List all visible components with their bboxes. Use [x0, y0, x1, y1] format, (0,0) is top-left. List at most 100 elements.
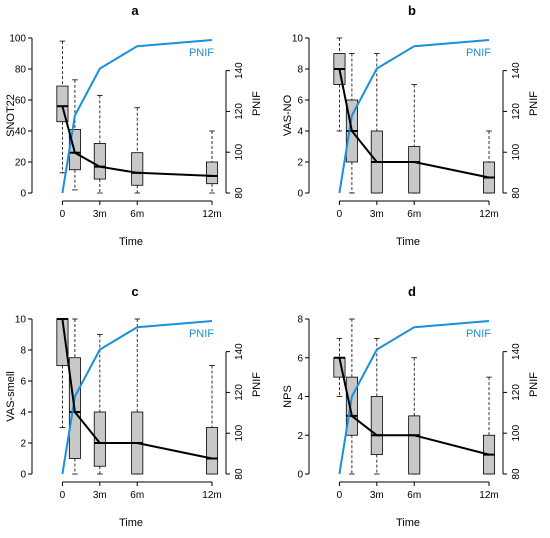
y-axis-label: NPS	[282, 385, 294, 408]
right-y-tick-label: 120	[511, 384, 522, 401]
box-iqr-rect	[56, 85, 69, 123]
panel-title: c	[131, 284, 138, 299]
left-y-tick-label: 4	[297, 127, 303, 138]
box-4	[483, 130, 496, 194]
x-tick-label: 0	[60, 490, 66, 501]
left-y-tick-label: 8	[297, 65, 303, 76]
box-3	[408, 357, 421, 475]
left-y-tick-label: 10	[292, 34, 304, 45]
right-y-tick-label: 100	[511, 143, 522, 160]
box-1	[345, 53, 358, 194]
box-iqr-rect	[370, 396, 383, 456]
panel-title: d	[408, 284, 416, 299]
box-4	[206, 130, 219, 194]
left-y-tick-label: 6	[20, 377, 26, 388]
pnif-legend-label: PNIF	[189, 47, 214, 59]
right-y-tick-label: 140	[511, 62, 522, 79]
x-tick-label: 6m	[407, 209, 421, 220]
box-iqr-rect	[345, 376, 358, 436]
panel-c: c 0 2 4 6 8 10 VAS-smell 80 100 120 140 PNIF 0 3m 6m 12m…	[5, 284, 263, 529]
right-y-tick-label: 100	[234, 424, 245, 441]
left-y-tick-label: 4	[20, 408, 26, 419]
box-3	[131, 318, 144, 475]
left-y-tick-label: 0	[20, 470, 26, 481]
x-axis-label: Time	[396, 517, 420, 529]
pnif-legend-label: PNIF	[466, 328, 491, 340]
median-series-line	[61, 318, 213, 460]
left-y-tick-label: 0	[297, 470, 303, 481]
x-tick-label: 6m	[130, 209, 144, 220]
box-3	[131, 107, 144, 194]
box-iqr-rect	[408, 146, 421, 194]
x-tick-label: 12m	[202, 209, 221, 220]
x-tick-label: 12m	[479, 209, 498, 220]
box-3	[408, 84, 421, 194]
x-tick-label: 3m	[370, 490, 384, 501]
x-tick-label: 3m	[93, 209, 107, 220]
median-series-line	[338, 68, 490, 179]
right-y-tick-label: 100	[511, 424, 522, 441]
box-iqr-rect	[408, 415, 421, 475]
right-y-tick-label: 80	[511, 468, 522, 480]
x-axis-label: Time	[119, 517, 143, 529]
left-y-tick-label: 0	[297, 189, 303, 200]
panel-title: b	[408, 3, 416, 18]
x-tick-label: 3m	[370, 209, 384, 220]
right-y-axis-label: PNIF	[251, 372, 263, 397]
x-tick-label: 12m	[479, 490, 498, 501]
right-y-tick-label: 80	[234, 468, 245, 480]
left-y-tick-label: 60	[15, 96, 27, 107]
y-axis-label: VAS-smell	[5, 371, 17, 422]
left-y-tick-label: 6	[297, 96, 303, 107]
x-tick-label: 0	[337, 209, 343, 220]
x-tick-label: 12m	[202, 490, 221, 501]
box-0	[56, 318, 69, 428]
left-y-tick-label: 8	[20, 346, 26, 357]
x-tick-label: 0	[337, 490, 343, 501]
right-y-axis-label: PNIF	[251, 91, 263, 116]
left-y-tick-label: 40	[15, 127, 27, 138]
x-tick-label: 6m	[407, 490, 421, 501]
right-y-tick-label: 120	[511, 103, 522, 120]
right-y-axis-label: PNIF	[528, 91, 540, 116]
pnif-series-line	[61, 320, 213, 475]
box-iqr-rect	[93, 411, 106, 467]
box-2	[93, 94, 106, 194]
right-y-tick-label: 140	[511, 343, 522, 360]
panel-title: a	[131, 3, 139, 18]
right-y-tick-label: 80	[234, 187, 245, 199]
left-y-tick-label: 20	[15, 158, 27, 169]
y-axis-label: SNOT22	[5, 94, 17, 137]
x-tick-label: 6m	[130, 490, 144, 501]
box-4	[483, 376, 496, 475]
pnif-series-line	[338, 39, 490, 194]
left-y-tick-label: 2	[297, 431, 303, 442]
box-iqr-rect	[131, 152, 144, 186]
panel-a: a 0 20 40 60 80 100 SNOT22 80 100 120 140 PNIF 0 3m 6m 1…	[5, 3, 263, 248]
right-y-tick-label: 140	[234, 62, 245, 79]
left-y-tick-label: 100	[9, 34, 26, 45]
pnif-legend-label: PNIF	[189, 328, 214, 340]
left-y-tick-label: 2	[297, 158, 303, 169]
median-series-line	[61, 105, 213, 177]
x-tick-label: 3m	[93, 490, 107, 501]
right-y-tick-label: 120	[234, 103, 245, 120]
x-tick-label: 0	[60, 209, 66, 220]
box-iqr-rect	[93, 142, 106, 180]
left-y-tick-label: 10	[15, 315, 27, 326]
left-y-tick-label: 80	[15, 65, 27, 76]
panel-b: b 0 2 4 6 8 10 VAS-NO 80 100 120 140 PNIF 0 3m 6m 12m Tim…	[282, 3, 540, 248]
pnif-series-line	[338, 320, 490, 475]
y-axis-label: VAS-NO	[282, 94, 294, 136]
right-y-tick-label: 100	[234, 143, 245, 160]
right-y-tick-label: 140	[234, 343, 245, 360]
pnif-series-line	[61, 39, 213, 194]
left-y-tick-label: 8	[297, 315, 303, 326]
box-0	[333, 337, 346, 397]
right-y-tick-label: 80	[511, 187, 522, 199]
box-iqr-rect	[206, 161, 219, 185]
right-y-axis-label: PNIF	[528, 372, 540, 397]
left-y-tick-label: 4	[297, 392, 303, 403]
left-y-tick-label: 0	[20, 189, 26, 200]
